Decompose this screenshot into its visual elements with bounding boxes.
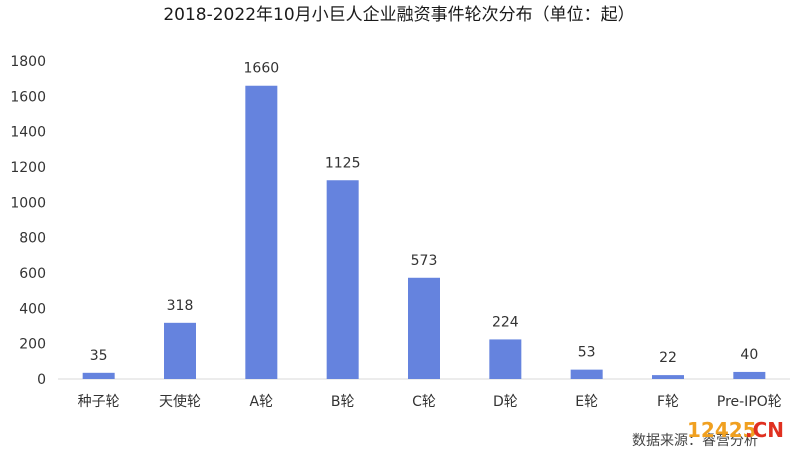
bar-8 xyxy=(733,371,766,379)
x-tick-label-3: B轮 xyxy=(331,394,355,410)
watermark-part2: .CN xyxy=(745,418,784,442)
y-tick-label-9: 1800 xyxy=(10,54,46,70)
y-tick-label-0: 0 xyxy=(37,372,46,388)
data-label-8: 40 xyxy=(740,347,758,363)
x-axis: 种子轮 天使轮 A轮 B轮 C轮 D轮 E轮 F轮 Pre-IPO轮 xyxy=(78,393,782,410)
bar-5 xyxy=(489,339,522,379)
bar-3 xyxy=(326,180,359,379)
x-tick-label-0: 种子轮 xyxy=(78,394,120,410)
data-label-7: 22 xyxy=(659,350,677,366)
y-tick-label-5: 1000 xyxy=(10,195,46,211)
data-label-2: 1660 xyxy=(244,61,280,77)
bar-2 xyxy=(245,85,278,379)
bars-group: 35 318 1660 1125 573 224 53 22 40 xyxy=(82,61,766,379)
x-tick-label-5: D轮 xyxy=(493,394,518,410)
bar-4 xyxy=(408,277,440,379)
data-label-5: 224 xyxy=(492,314,519,330)
x-tick-label-4: C轮 xyxy=(412,394,436,410)
y-tick-label-8: 1600 xyxy=(10,89,46,105)
y-tick-label-2: 400 xyxy=(19,301,46,317)
bar-1 xyxy=(164,322,196,379)
y-tick-label-3: 600 xyxy=(19,266,46,282)
y-axis: 0 200 400 600 800 1000 1200 1400 1600 1800 xyxy=(10,54,46,388)
x-tick-label-8: Pre-IPO轮 xyxy=(717,394,782,410)
y-tick-label-4: 800 xyxy=(19,231,46,247)
data-label-4: 573 xyxy=(411,253,438,269)
data-label-1: 318 xyxy=(167,298,194,314)
y-tick-label-7: 1400 xyxy=(10,125,46,141)
y-tick-label-1: 200 xyxy=(19,337,46,353)
data-label-0: 35 xyxy=(90,348,108,364)
x-tick-label-1: 天使轮 xyxy=(159,393,201,410)
x-tick-label-6: E轮 xyxy=(575,394,598,410)
data-label-3: 1125 xyxy=(325,155,361,171)
x-tick-label-2: A轮 xyxy=(250,394,274,410)
data-label-6: 53 xyxy=(578,345,596,361)
watermark-logo: 12425 .CN xyxy=(687,418,784,442)
source-note: 数据来源：睿营分析 xyxy=(632,433,758,449)
bar-0 xyxy=(82,372,115,379)
watermark-part1: 12425 xyxy=(687,418,757,442)
chart-title: 2018-2022年10月小巨人企业融资事件轮次分布（单位：起） xyxy=(163,5,634,25)
y-tick-label-6: 1200 xyxy=(10,160,46,176)
x-tick-label-7: F轮 xyxy=(657,394,679,410)
bar-7 xyxy=(652,375,684,379)
bar-6 xyxy=(570,369,603,379)
